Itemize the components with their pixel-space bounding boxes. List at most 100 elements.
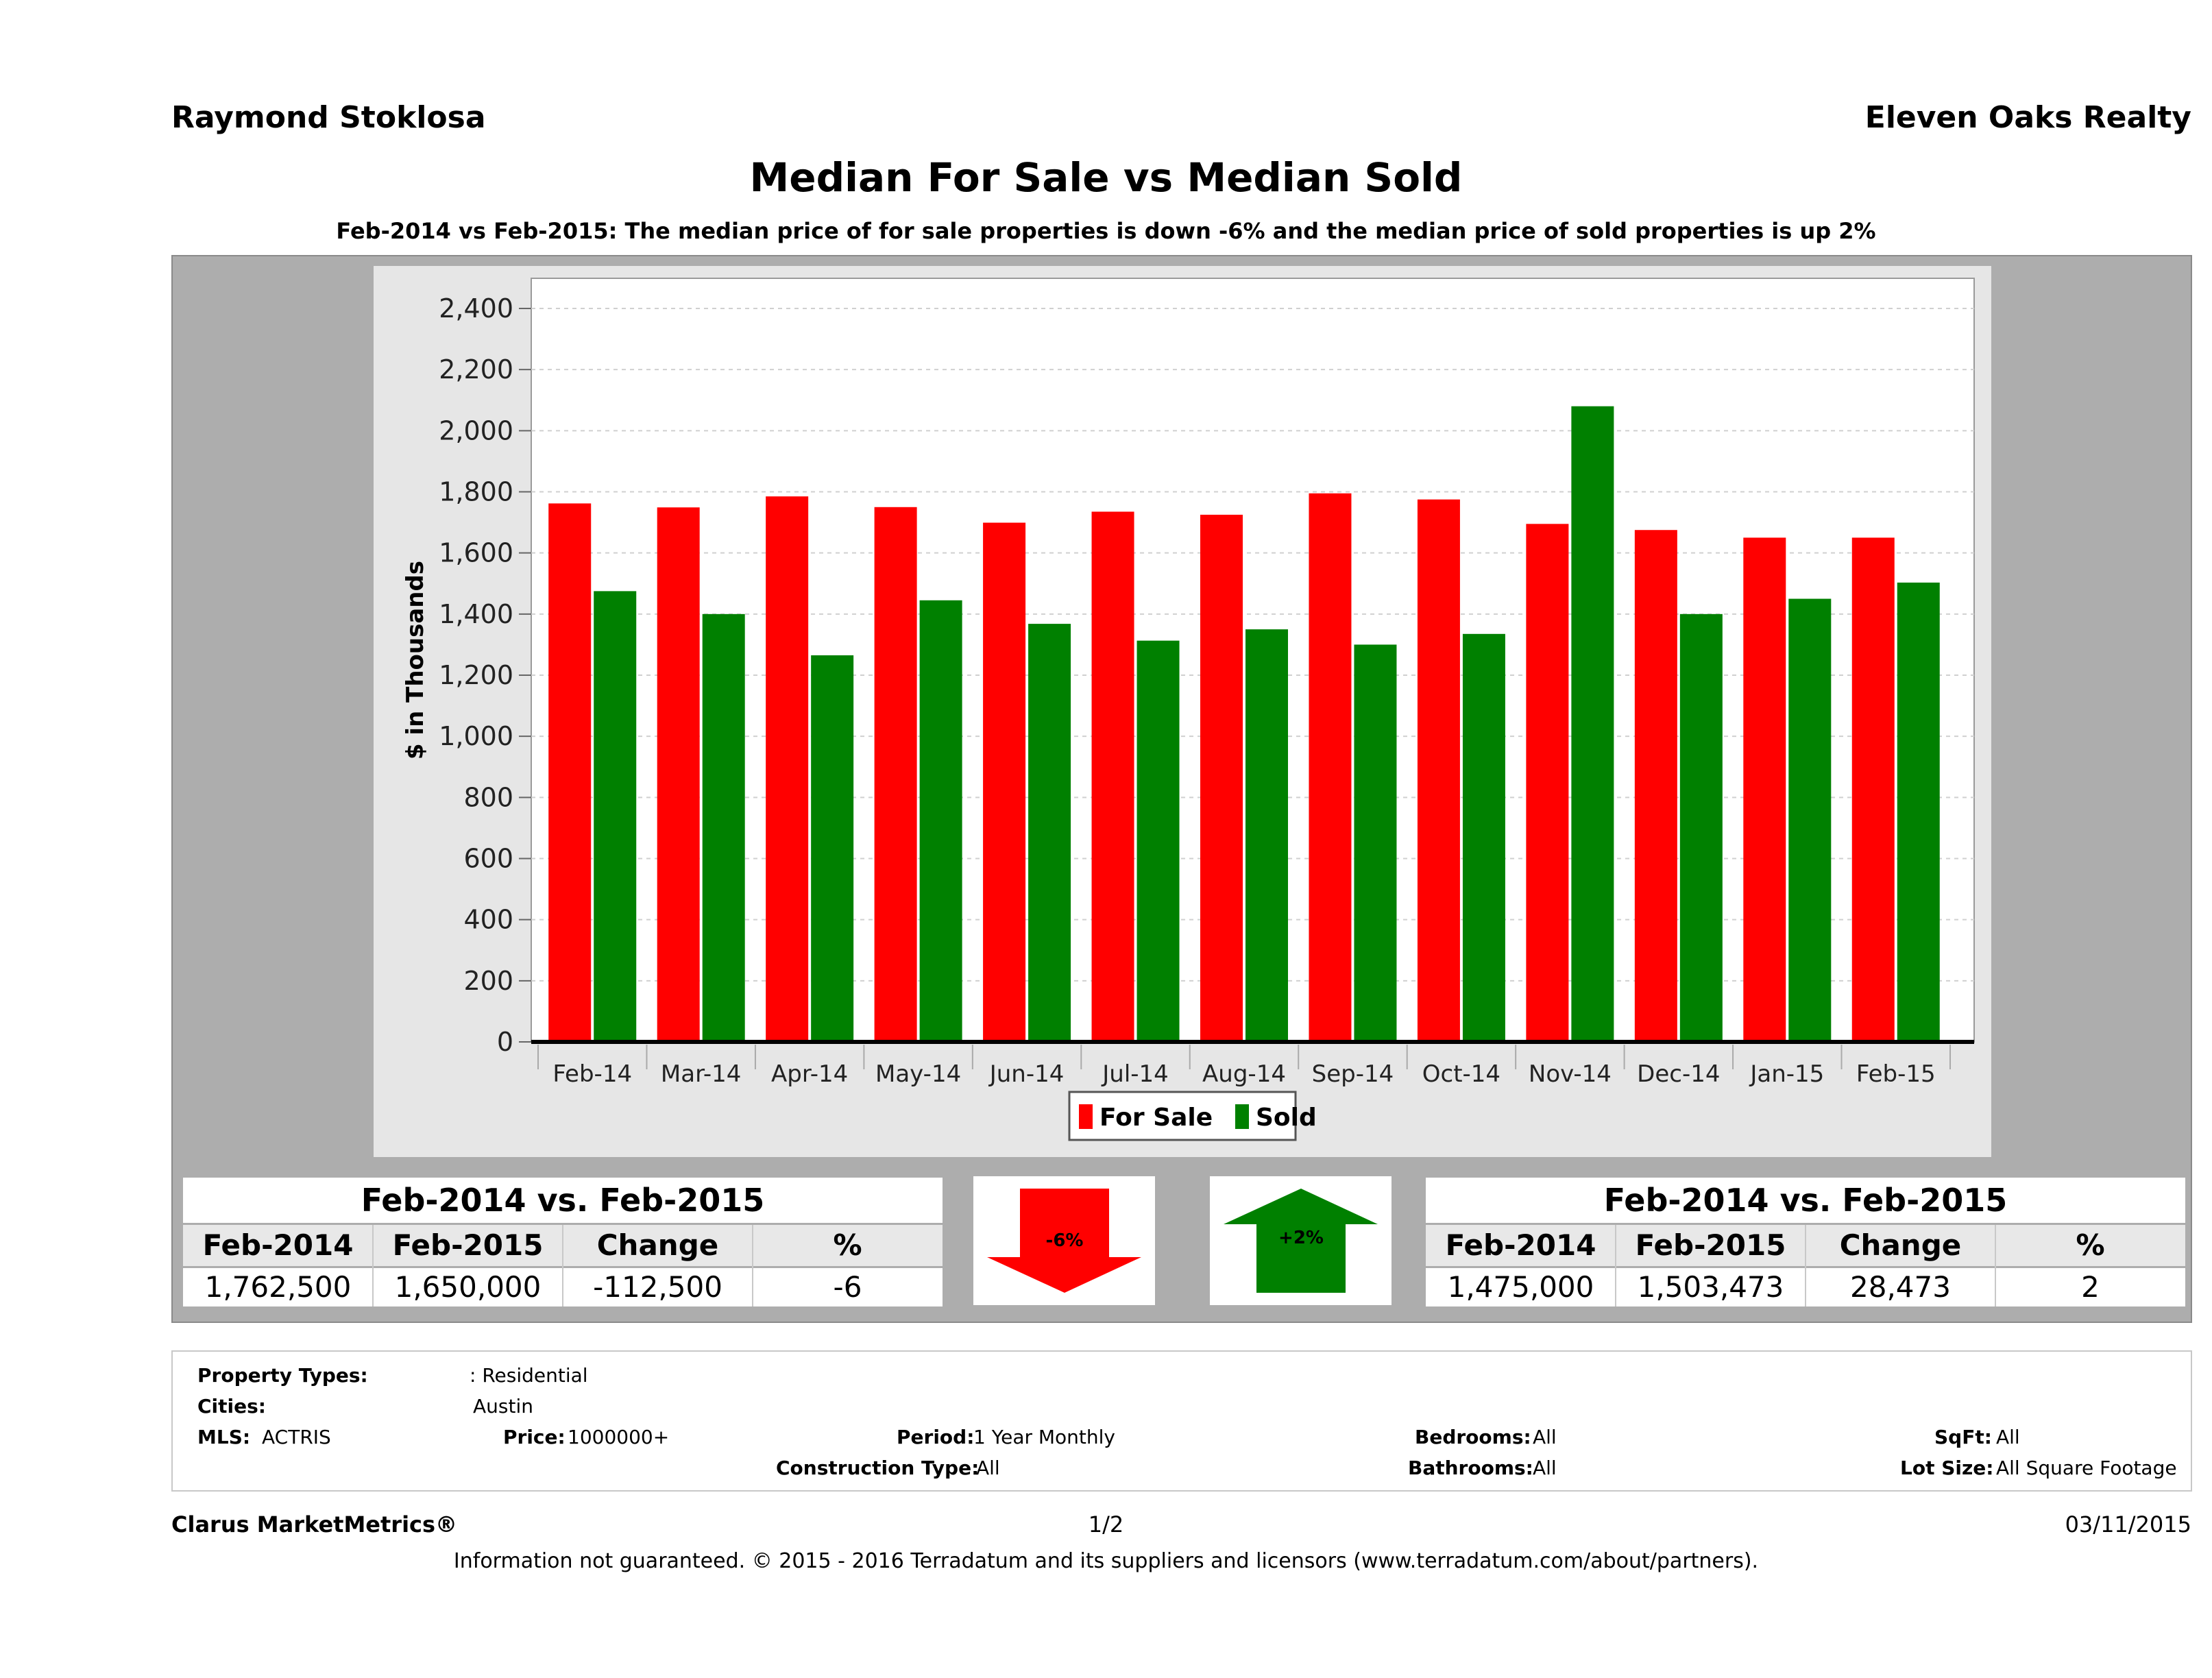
x-tick-label: Jul-14: [1101, 1060, 1169, 1088]
column-separator: [1615, 1225, 1616, 1306]
mls-label: MLS:: [197, 1426, 251, 1448]
y-tick-label: 2,400: [439, 293, 513, 324]
y-tick-label: 600: [463, 844, 513, 874]
x-tick-label: Apr-14: [771, 1060, 848, 1088]
bar-for-sale: [766, 496, 809, 1042]
page-number: 1/2: [1088, 1511, 1124, 1537]
x-tick-label: Jun-14: [988, 1060, 1065, 1088]
x-tick-label: Oct-14: [1422, 1060, 1500, 1088]
column-separator: [372, 1225, 374, 1306]
for-sale-header-percent: %: [753, 1225, 943, 1266]
bedrooms-value: All: [1533, 1426, 1557, 1448]
legend-swatch-for-sale: [1079, 1104, 1093, 1129]
sold-stats-caption: Feb-2014 vs. Feb-2015: [1426, 1178, 2185, 1225]
construction-type-value: All: [976, 1457, 1000, 1479]
bar-for-sale: [1634, 530, 1677, 1042]
y-tick-label: 1,000: [439, 721, 513, 751]
product-name: Clarus MarketMetrics®: [171, 1511, 458, 1537]
chart-title: Median For Sale vs Median Sold: [749, 154, 1463, 201]
sold-header-feb2014: Feb-2014: [1426, 1225, 1616, 1266]
bar-sold: [1028, 624, 1071, 1042]
bedrooms-label: Bedrooms:: [1415, 1426, 1531, 1448]
bar-sold: [1354, 644, 1397, 1042]
column-separator: [1805, 1225, 1806, 1306]
x-tick-label: Mar-14: [661, 1060, 742, 1088]
construction-type-label: Construction Type:: [776, 1457, 980, 1479]
for-sale-header-change: Change: [563, 1225, 753, 1266]
report-date: 03/11/2015: [2065, 1511, 2191, 1537]
sold-value-feb2014: 1,475,000: [1447, 1270, 1594, 1304]
bar-sold: [1462, 633, 1505, 1042]
down-arrow-icon: -6%: [987, 1189, 1141, 1293]
down-arrow-shape: [987, 1189, 1141, 1293]
x-tick-label: Nov-14: [1529, 1060, 1612, 1088]
x-tick-label: May-14: [875, 1060, 961, 1088]
bar-sold: [1245, 629, 1288, 1042]
up-arrow-label: +2%: [1278, 1228, 1324, 1248]
y-tick-label: 800: [463, 782, 513, 812]
sqft-label: SqFt:: [1934, 1426, 1992, 1448]
for-sale-value-feb2014: 1,762,500: [204, 1270, 352, 1304]
disclaimer: Information not guaranteed. © 2015 - 201…: [453, 1549, 1759, 1573]
sold-header-percent: %: [1995, 1225, 2185, 1266]
y-tick-label: 0: [497, 1027, 513, 1057]
x-tick-label: Dec-14: [1637, 1060, 1720, 1088]
bar-sold: [811, 655, 854, 1042]
bar-for-sale: [1091, 511, 1134, 1042]
y-axis-label: $ in Thousands: [402, 561, 429, 759]
bar-for-sale: [1526, 524, 1569, 1042]
for-sale-stats-table: Feb-2014 vs. Feb-2015 Feb-2014 Feb-2015 …: [183, 1178, 943, 1306]
sold-value-feb2015: 1,503,473: [1637, 1270, 1784, 1304]
y-tick-label: 1,200: [439, 660, 513, 690]
bar-for-sale: [1851, 537, 1895, 1042]
for-sale-value-change: -112,500: [593, 1270, 722, 1304]
bar-for-sale: [1200, 514, 1243, 1042]
down-arrow-label: -6%: [1046, 1230, 1084, 1251]
for-sale-header-feb2015: Feb-2015: [373, 1225, 563, 1266]
x-tick-label: Feb-14: [552, 1060, 632, 1088]
x-tick-label: Sep-14: [1312, 1060, 1394, 1088]
bar-sold: [919, 600, 962, 1042]
brokerage-name: Eleven Oaks Realty: [1864, 100, 2191, 135]
sold-change-indicator: +2%: [1210, 1176, 1391, 1305]
y-tick-label: 2,200: [439, 354, 513, 385]
cities-value: Austin: [473, 1395, 533, 1418]
bar-for-sale: [548, 503, 592, 1042]
bar-sold: [1137, 640, 1180, 1042]
sold-value-percent: 2: [2081, 1270, 2100, 1304]
y-tick-label: 1,800: [439, 477, 513, 507]
y-tick-label: 200: [463, 966, 513, 996]
y-tick-label: 1,400: [439, 599, 513, 629]
sold-stats-table: Feb-2014 vs. Feb-2015 Feb-2014 Feb-2015 …: [1426, 1178, 2185, 1306]
bar-sold: [1571, 406, 1614, 1042]
bar-for-sale: [1309, 493, 1352, 1042]
bar-sold: [702, 613, 745, 1042]
price-value: 1000000+: [568, 1426, 670, 1448]
y-tick-label: 400: [463, 905, 513, 935]
bar-sold: [1897, 582, 1940, 1042]
cities-label: Cities:: [197, 1395, 266, 1418]
sold-value-change: 28,473: [1850, 1270, 1951, 1304]
x-tick-label: Aug-14: [1202, 1060, 1286, 1088]
up-arrow-icon: +2%: [1224, 1189, 1378, 1293]
for-sale-value-feb2015: 1,650,000: [394, 1270, 542, 1304]
mls-value: ACTRIS: [262, 1426, 331, 1448]
price-label: Price:: [503, 1426, 566, 1448]
agent-name: Raymond Stoklosa: [171, 100, 486, 135]
bathrooms-value: All: [1533, 1457, 1557, 1479]
sqft-value: All: [1996, 1426, 2020, 1448]
bar-for-sale: [1417, 499, 1460, 1042]
column-separator: [562, 1225, 563, 1306]
bar-sold: [1679, 613, 1723, 1042]
bar-for-sale: [874, 507, 917, 1042]
x-tick-label: Feb-15: [1856, 1060, 1936, 1088]
legend-swatch-sold: [1235, 1104, 1249, 1129]
chart-subtitle: Feb-2014 vs Feb-2015: The median price o…: [336, 218, 1876, 244]
legend-box: [1068, 1091, 1297, 1141]
bar-sold: [594, 591, 637, 1042]
bar-for-sale: [657, 507, 700, 1042]
search-criteria-panel: Property Types: : Residential Cities: Au…: [171, 1350, 2192, 1492]
bar-sold: [1788, 598, 1832, 1042]
for-sale-stats-caption: Feb-2014 vs. Feb-2015: [183, 1178, 943, 1225]
for-sale-header-feb2014: Feb-2014: [183, 1225, 373, 1266]
